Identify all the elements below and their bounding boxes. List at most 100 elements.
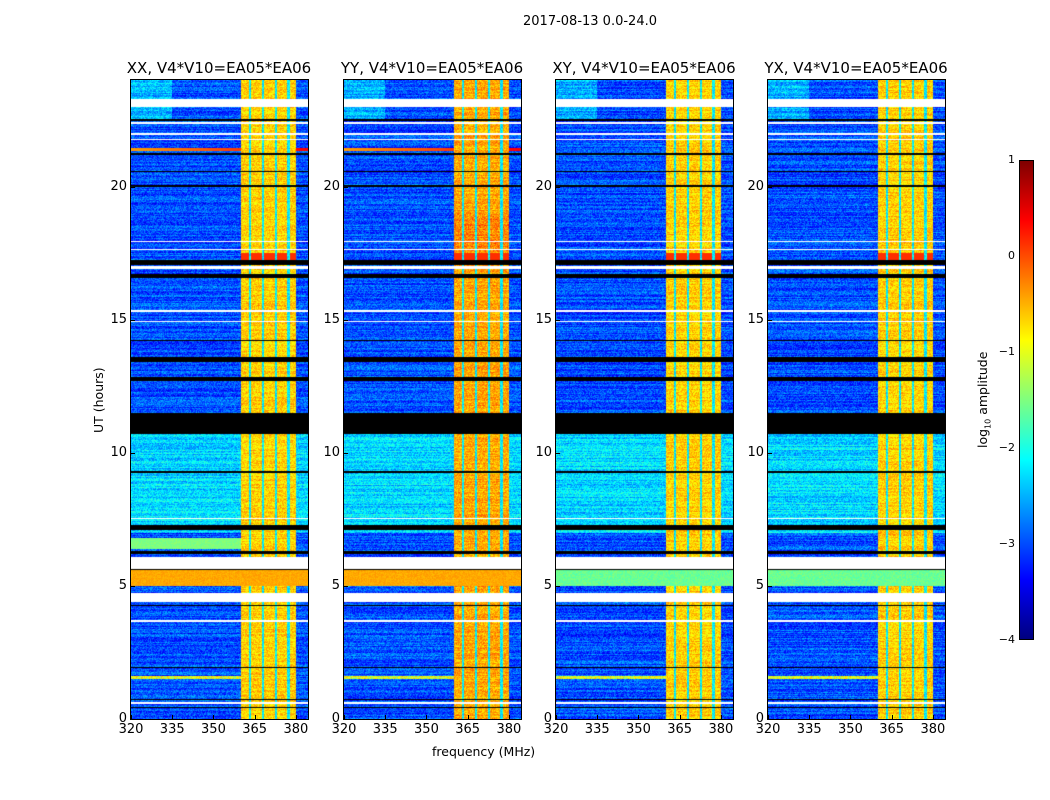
panel-title: XY, V4*V10=EA05*EA06 <box>552 59 736 77</box>
y-tick-mark <box>556 319 560 321</box>
colorbar <box>1019 160 1034 640</box>
y-axis-label: UT (hours) <box>91 367 106 433</box>
x-tick-label: 335 <box>796 722 822 737</box>
colorbar-tick-label: 1 <box>1008 153 1015 166</box>
x-tick-label: 320 <box>331 722 357 737</box>
x-tick-mark <box>597 715 599 719</box>
x-tick-label: 320 <box>543 722 569 737</box>
x-tick-mark <box>295 715 297 719</box>
y-tick-label: 20 <box>323 178 340 194</box>
x-tick-mark <box>932 715 934 719</box>
x-tick-mark <box>679 715 681 719</box>
x-tick-label: 320 <box>755 722 781 737</box>
x-tick-label: 380 <box>708 722 734 737</box>
colorbar-tick-label: −1 <box>998 345 1015 358</box>
y-tick-mark <box>131 319 135 321</box>
y-tick-label: 5 <box>755 577 764 593</box>
x-tick-mark <box>768 715 769 719</box>
heatmap-yy <box>344 80 521 719</box>
x-tick-label: 350 <box>414 722 439 737</box>
y-tick-mark <box>556 452 560 454</box>
y-tick-mark <box>768 186 772 188</box>
x-tick-mark <box>131 715 132 719</box>
panel-frame <box>343 79 522 720</box>
x-tick-mark <box>720 715 722 719</box>
x-tick-mark <box>809 715 811 719</box>
y-tick-mark <box>344 452 348 454</box>
x-tick-mark <box>344 715 345 719</box>
x-tick-label: 320 <box>118 722 144 737</box>
x-tick-label: 365 <box>879 722 905 737</box>
y-tick-label: 15 <box>747 311 764 327</box>
x-tick-mark <box>508 715 510 719</box>
heatmap-yx <box>768 80 945 719</box>
y-tick-label: 0 <box>331 711 340 726</box>
panel-frame <box>130 79 309 720</box>
x-tick-label: 380 <box>283 722 309 737</box>
y-tick-label: 15 <box>323 311 340 327</box>
y-tick-label: 10 <box>323 444 340 460</box>
colorbar-label: log10 amplitude <box>975 351 993 448</box>
y-tick-label: 20 <box>747 178 764 194</box>
x-tick-label: 350 <box>838 722 863 737</box>
y-tick-label: 10 <box>747 444 764 460</box>
y-tick-label: 15 <box>110 311 127 327</box>
heatmap-xy <box>556 80 733 719</box>
y-tick-mark <box>131 585 135 587</box>
x-tick-label: 350 <box>626 722 651 737</box>
x-tick-mark <box>385 715 387 719</box>
y-tick-mark <box>344 186 348 188</box>
y-tick-label: 20 <box>535 178 552 194</box>
y-tick-label: 5 <box>118 577 127 593</box>
x-tick-label: 350 <box>201 722 226 737</box>
x-axis-label: frequency (MHz) <box>432 744 536 759</box>
y-tick-label: 20 <box>110 178 127 194</box>
x-tick-label: 380 <box>920 722 946 737</box>
y-tick-mark <box>556 719 560 720</box>
y-tick-label: 10 <box>110 444 127 460</box>
x-tick-label: 365 <box>455 722 481 737</box>
y-tick-mark <box>556 186 560 188</box>
colorbar-tick-label: −4 <box>998 633 1015 646</box>
y-tick-label: 0 <box>118 711 127 726</box>
figure-suptitle: 2017-08-13 0.0-24.0 <box>523 14 657 29</box>
y-tick-label: 5 <box>543 577 552 593</box>
x-tick-label: 335 <box>372 722 398 737</box>
colorbar-tick-label: −2 <box>998 441 1015 454</box>
x-tick-mark <box>556 715 557 719</box>
y-tick-mark <box>556 585 560 587</box>
x-tick-mark <box>891 715 893 719</box>
x-tick-label: 365 <box>242 722 268 737</box>
x-tick-label: 335 <box>159 722 185 737</box>
y-tick-label: 5 <box>331 577 340 593</box>
heatmap-xx <box>131 80 308 719</box>
panel-frame <box>555 79 734 720</box>
y-tick-mark <box>768 452 772 454</box>
x-tick-mark <box>850 715 852 719</box>
x-tick-mark <box>254 715 256 719</box>
y-tick-mark <box>131 452 135 454</box>
y-tick-mark <box>768 319 772 321</box>
y-tick-label: 0 <box>543 711 552 726</box>
y-tick-label: 0 <box>755 711 764 726</box>
y-tick-mark <box>344 319 348 321</box>
x-tick-label: 335 <box>584 722 610 737</box>
y-tick-mark <box>131 186 135 188</box>
colorbar-tick-label: 0 <box>1008 249 1015 262</box>
panel-title: XX, V4*V10=EA05*EA06 <box>126 59 312 77</box>
y-tick-mark <box>344 719 348 720</box>
y-tick-mark <box>768 719 772 720</box>
y-tick-label: 10 <box>535 444 552 460</box>
panel-frame <box>767 79 946 720</box>
panel-title: YY, V4*V10=EA05*EA06 <box>340 59 524 77</box>
x-tick-label: 365 <box>667 722 693 737</box>
y-tick-mark <box>131 719 135 720</box>
x-tick-mark <box>213 715 215 719</box>
y-tick-mark <box>768 585 772 587</box>
x-tick-mark <box>467 715 469 719</box>
x-tick-mark <box>638 715 640 719</box>
x-tick-mark <box>172 715 174 719</box>
x-tick-label: 380 <box>496 722 522 737</box>
y-tick-label: 15 <box>535 311 552 327</box>
